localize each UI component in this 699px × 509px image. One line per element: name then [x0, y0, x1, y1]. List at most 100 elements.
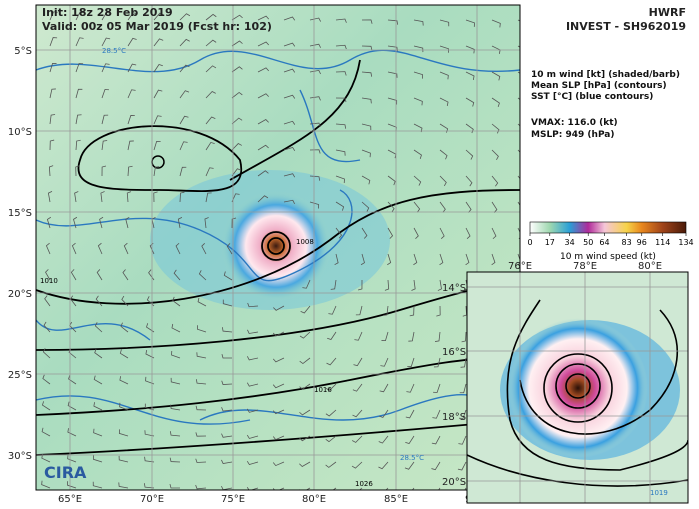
- wind-barb: [413, 71, 424, 79]
- wind-barb: [179, 13, 191, 21]
- wind-barb: [458, 435, 467, 445]
- wind-barb: [299, 383, 311, 390]
- wind-barb: [118, 455, 129, 463]
- wind-barb: [460, 357, 467, 368]
- wind-barb: [119, 349, 129, 359]
- wind-barb: [146, 323, 155, 333]
- wind-barb: [465, 175, 473, 187]
- wind-barb: [43, 321, 51, 333]
- wind-barb: [153, 140, 161, 151]
- wind-barb: [300, 305, 311, 314]
- colorbar-tick-label: 0: [527, 238, 532, 247]
- lon-label: 80°E: [302, 494, 326, 505]
- wind-barb: [387, 97, 398, 105]
- lon-label: 75°E: [221, 494, 245, 505]
- wind-barb: [144, 403, 155, 411]
- legend-line: SST [°C] (blue contours): [531, 92, 653, 102]
- wind-barb: [221, 354, 233, 359]
- wind-barb: [413, 97, 423, 106]
- wind-barb: [465, 123, 474, 134]
- wind-barb: [246, 434, 259, 439]
- wind-barb: [272, 409, 285, 415]
- wind-barb: [49, 114, 56, 125]
- wind-barb: [387, 175, 396, 186]
- wind-barb: [404, 461, 415, 470]
- wind-barb: [201, 243, 207, 255]
- wind-barb: [459, 383, 467, 394]
- wind-barb: [439, 149, 448, 160]
- wind-barb: [407, 357, 415, 367]
- wind-barb: [48, 165, 54, 177]
- wind-barb: [413, 253, 418, 266]
- wind-barb: [299, 461, 311, 468]
- wind-barb: [272, 487, 285, 490]
- wind-barb: [361, 45, 373, 51]
- wind-barb: [299, 357, 311, 365]
- wind-barb: [381, 331, 389, 342]
- wind-barb: [68, 375, 77, 385]
- wind-barb: [413, 19, 424, 26]
- wind-barb: [431, 435, 441, 445]
- wind-barb: [205, 141, 215, 151]
- wind-barb: [122, 269, 129, 281]
- wind-barb: [361, 71, 373, 77]
- wind-barb: [101, 63, 110, 73]
- inset-lat-label: 20°S: [442, 477, 466, 488]
- wind-barb: [439, 227, 445, 240]
- wind-barb: [439, 201, 446, 213]
- wind-barb: [49, 11, 58, 21]
- wind-barb: [257, 195, 269, 203]
- wind-barb: [309, 201, 320, 209]
- wind-barb: [273, 305, 285, 311]
- wind-barb: [231, 143, 242, 151]
- wind-barb: [361, 149, 371, 158]
- wind-barb: [283, 68, 296, 73]
- wind-barb: [196, 352, 207, 359]
- wind-barb: [231, 14, 243, 21]
- contour-label: 1026: [355, 480, 373, 488]
- wind-barb: [246, 460, 259, 466]
- wind-barb: [67, 481, 77, 489]
- wind-barb: [434, 331, 441, 342]
- wind-barb: [354, 331, 363, 341]
- wind-barb: [100, 191, 105, 203]
- wind-barb: [101, 89, 109, 99]
- wind-barb: [299, 331, 311, 339]
- wind-barb: [257, 15, 270, 21]
- wind-barb: [353, 357, 363, 367]
- wind-barb: [309, 175, 321, 181]
- wind-barb: [101, 114, 109, 125]
- lat-label: 30°S: [8, 451, 32, 462]
- wind-barb: [41, 427, 51, 437]
- wind-barb: [127, 37, 137, 47]
- wind-barb: [101, 37, 111, 47]
- wind-barb: [309, 69, 321, 75]
- wind-barb: [465, 19, 475, 27]
- wind-barb: [96, 269, 103, 281]
- wind-barb: [153, 38, 164, 47]
- lat-label: 20°S: [8, 289, 32, 300]
- wind-barb: [309, 122, 321, 127]
- wind-barb: [491, 201, 498, 213]
- wind-barb: [257, 67, 270, 73]
- wind-barb: [309, 17, 322, 22]
- wind-barb: [283, 42, 296, 47]
- wind-barb: [283, 146, 296, 152]
- wind-barb: [144, 430, 155, 437]
- wind-barb: [439, 71, 449, 80]
- wind-barb: [94, 322, 103, 333]
- colorbar: [529, 221, 687, 234]
- storm-name: INVEST - SH962019: [566, 20, 686, 33]
- wind-barb: [325, 435, 337, 443]
- mslp: MSLP: 949 (hPa): [531, 130, 614, 140]
- wind-barb: [204, 217, 209, 229]
- wind-barb: [221, 433, 233, 438]
- wind-barb: [143, 483, 155, 489]
- inset-lon-label: 78°E: [573, 261, 597, 272]
- wind-barb: [67, 401, 77, 411]
- wind-barb: [179, 166, 187, 177]
- wind-barb: [355, 305, 363, 316]
- wind-barb: [41, 480, 51, 489]
- map-frame: [35, 4, 521, 491]
- wind-barb: [384, 279, 390, 291]
